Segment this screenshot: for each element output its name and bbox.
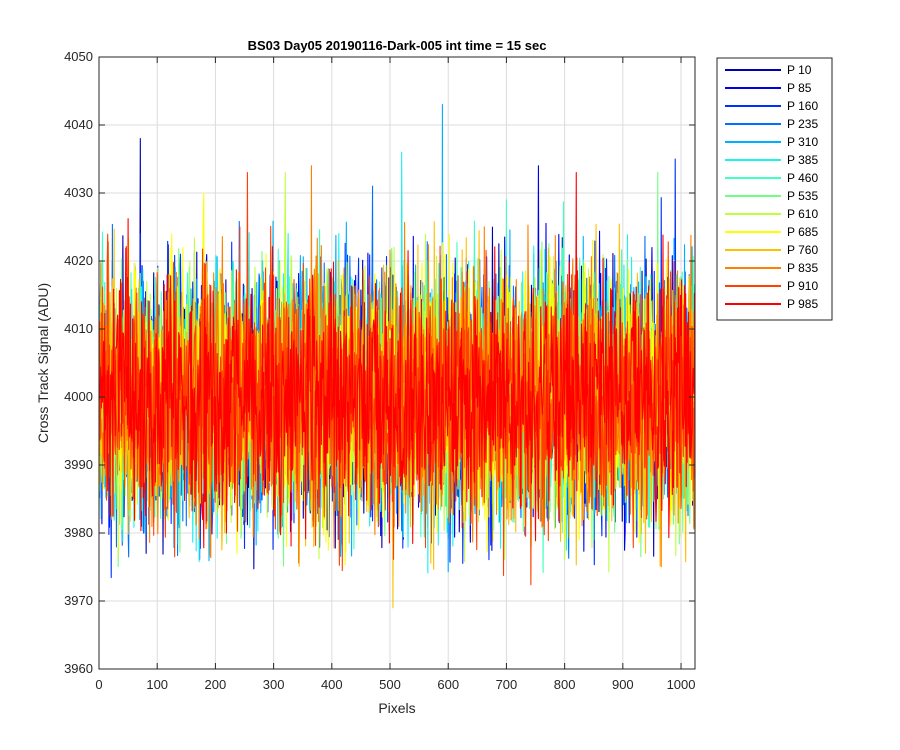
series-lines — [99, 104, 695, 609]
axis-ticks: 0 100 200 300 400 500 600 700 800 900 1000 3960 3970… — [64, 49, 695, 692]
y-tick-label: 3990 — [64, 457, 93, 472]
legend-entry: P 910 — [787, 279, 818, 293]
y-tick-label: 3980 — [64, 525, 93, 540]
x-tick-label: 1000 — [667, 677, 696, 692]
x-tick-label: 400 — [321, 677, 343, 692]
y-tick-label: 4030 — [64, 185, 93, 200]
x-tick-label: 300 — [263, 677, 285, 692]
x-tick-label: 0 — [95, 677, 102, 692]
legend-entry: P 460 — [787, 171, 818, 185]
series-line — [99, 172, 695, 549]
series-line — [99, 172, 695, 586]
y-tick-label: 4020 — [64, 253, 93, 268]
chart-title: BS03 Day05 20190116-Dark-005 int time = … — [248, 38, 547, 53]
legend: P 10 P 85 P 160 P 235 P 310 P 385 P 460 P 535 P … — [716, 57, 833, 321]
x-tick-label: 100 — [146, 677, 168, 692]
legend-entry: P 385 — [787, 153, 818, 167]
legend-entry: P 610 — [787, 207, 818, 221]
y-tick-label: 4010 — [64, 321, 93, 336]
legend-entry: P 310 — [787, 135, 818, 149]
x-tick-label: 800 — [554, 677, 576, 692]
legend-entry: P 10 — [787, 63, 812, 77]
legend-entry: P 760 — [787, 243, 818, 257]
legend-entry: P 535 — [787, 189, 818, 203]
x-tick-label: 700 — [496, 677, 518, 692]
legend-entry: P 985 — [787, 297, 818, 311]
plot-area-frame — [98, 56, 696, 670]
y-tick-label: 4000 — [64, 389, 93, 404]
y-tick-label: 3970 — [64, 593, 93, 608]
y-tick-label: 3960 — [64, 661, 93, 676]
x-tick-label: 500 — [379, 677, 401, 692]
y-tick-label: 4050 — [64, 49, 93, 64]
y-tick-label: 4040 — [64, 117, 93, 132]
legend-entry: P 85 — [787, 81, 812, 95]
x-tick-label: 900 — [612, 677, 634, 692]
legend-entry: P 685 — [787, 225, 818, 239]
y-axis-label: Cross Track Signal (ADU) — [35, 283, 51, 443]
x-axis-label: Pixels — [378, 700, 415, 716]
legend-entry: P 160 — [787, 99, 818, 113]
x-tick-label: 200 — [205, 677, 227, 692]
legend-box — [716, 57, 833, 321]
legend-entry: P 235 — [787, 117, 818, 131]
legend-entry: P 835 — [787, 261, 818, 275]
x-tick-label: 600 — [437, 677, 459, 692]
